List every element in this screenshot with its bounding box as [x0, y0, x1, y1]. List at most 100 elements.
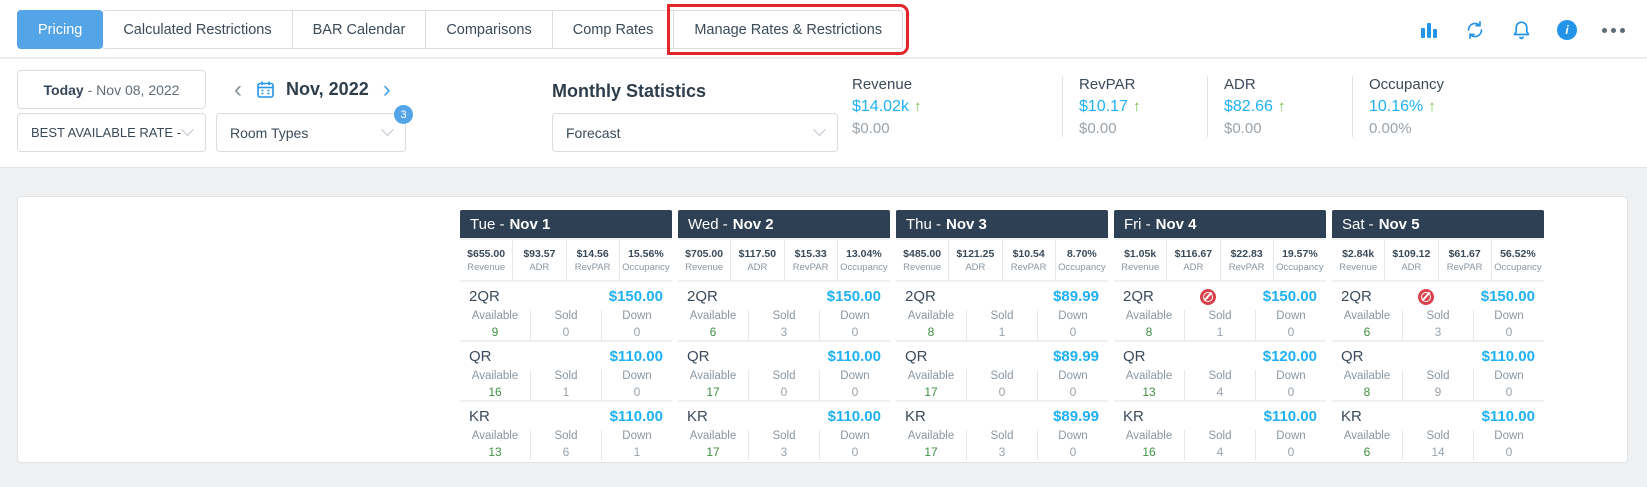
day-stat-revenue: $655.00 Revenue: [467, 247, 506, 273]
day-column: Thu - Nov 3 $485.00 Revenue $121.25 ADR …: [896, 210, 1108, 460]
room-rate[interactable]: $150.00: [608, 288, 663, 305]
room-type-code: 2QR: [905, 288, 936, 305]
down-cell: Down 0: [601, 370, 672, 400]
sold-cell: Sold 0: [530, 310, 601, 340]
tab-manage-rates-restrictions[interactable]: Manage Rates & Restrictions: [667, 4, 910, 55]
tab-comparisons[interactable]: Comparisons: [425, 10, 553, 49]
day-stat-occupancy: 8.70% Occupancy: [1054, 240, 1108, 280]
day-stats-row: $2.84k Revenue $109.12 ADR $61.67 RevPAR…: [1332, 240, 1544, 280]
stat-revpar: RevPAR $10.17 ↑ $0.00: [1062, 76, 1207, 137]
sold-cell: Sold 4: [1184, 370, 1255, 400]
trend-up-icon: ↑: [1428, 98, 1436, 115]
chevron-down-icon: [813, 123, 826, 137]
day-stats-row: $705.00 Revenue $117.50 ADR $15.33 RevPA…: [678, 240, 890, 280]
room-type-row: KR $89.99 Available 17 Sold 3 Down 0: [896, 402, 1108, 460]
room-type-row: KR $110.00 Available 16 Sold 4 Down 0: [1114, 402, 1326, 460]
day-stats-row: $655.00 Revenue $93.57 ADR $14.56 RevPAR…: [460, 240, 672, 280]
day-stat-revpar: $10.54 RevPAR: [1001, 240, 1055, 280]
calendar-icon: [256, 80, 275, 99]
room-type-row: QR $110.00 Available 16 Sold 1 Down 0: [460, 342, 672, 400]
sold-cell: Sold 1: [1184, 310, 1255, 340]
room-rate[interactable]: $110.00: [827, 408, 881, 425]
tab-pricing[interactable]: Pricing: [17, 10, 104, 49]
day-stat-revenue: $1.05k Revenue: [1121, 247, 1160, 273]
room-rate[interactable]: $110.00: [827, 348, 881, 365]
room-rate[interactable]: $110.00: [1263, 408, 1317, 425]
notifications-icon[interactable]: [1511, 19, 1532, 41]
room-rate[interactable]: $89.99: [1053, 288, 1099, 305]
stop-sell-icon[interactable]: [1418, 288, 1435, 305]
room-rate[interactable]: $150.00: [826, 288, 881, 305]
day-stat-occupancy: 13.04% Occupancy: [836, 240, 890, 280]
room-rate[interactable]: $110.00: [1481, 408, 1535, 425]
room-rate[interactable]: $110.00: [609, 408, 663, 425]
sold-cell: Sold 0: [748, 370, 819, 400]
day-stat-occupancy: 19.57% Occupancy: [1272, 240, 1326, 280]
tab-bar-calendar[interactable]: BAR Calendar: [291, 10, 427, 49]
sold-cell: Sold 3: [966, 430, 1037, 460]
trend-up-icon: ↑: [1132, 98, 1141, 115]
stop-sell-icon[interactable]: [1200, 288, 1217, 305]
room-rate[interactable]: $110.00: [1481, 348, 1535, 365]
down-cell: Down 0: [1473, 370, 1544, 400]
day-header: Sat - Nov 5: [1332, 210, 1544, 238]
available-cell: Available 13: [471, 430, 519, 459]
rate-plan-dropdown[interactable]: BEST AVAILABLE RATE -: [17, 113, 206, 152]
sold-cell: Sold 0: [966, 370, 1037, 400]
current-month-label[interactable]: Nov, 2022: [286, 79, 369, 99]
available-cell: Available 17: [689, 370, 737, 399]
prev-month-icon[interactable]: ‹: [234, 75, 242, 103]
today-button[interactable]: Today - Nov 08, 2022: [17, 70, 206, 109]
day-column: Sat - Nov 5 $2.84k Revenue $109.12 ADR $…: [1332, 210, 1544, 460]
room-rate[interactable]: $89.99: [1053, 348, 1099, 365]
day-stats-row: $485.00 Revenue $121.25 ADR $10.54 RevPA…: [896, 240, 1108, 280]
room-types-value: Room Types: [230, 124, 309, 141]
next-month-icon[interactable]: ›: [382, 75, 391, 103]
day-stat-occupancy: 15.56% Occupancy: [618, 240, 672, 280]
day-header: Fri - Nov 4: [1114, 210, 1326, 238]
room-type-row: QR $110.00 Available 17 Sold 0 Down 0: [678, 342, 890, 400]
chevron-down-icon: [181, 123, 194, 137]
room-rate[interactable]: $150.00: [1480, 288, 1535, 305]
room-type-code: 2QR: [469, 288, 500, 305]
down-cell: Down 0: [819, 430, 890, 460]
room-type-code: KR: [905, 408, 926, 425]
day-stat-adr: $116.67 ADR: [1166, 240, 1219, 280]
down-cell: Down 0: [1037, 310, 1108, 340]
bar-chart-icon[interactable]: [1419, 20, 1439, 40]
more-options-icon[interactable]: [1602, 27, 1625, 33]
day-column: Fri - Nov 4 $1.05k Revenue $116.67 ADR $…: [1114, 210, 1326, 460]
available-cell: Available 6: [689, 310, 737, 339]
down-cell: Down 0: [1473, 430, 1544, 460]
room-rate[interactable]: $150.00: [1262, 288, 1317, 305]
tab-comp-rates[interactable]: Comp Rates: [551, 10, 675, 49]
tab-calculated-restrictions[interactable]: Calculated Restrictions: [102, 10, 293, 49]
today-date: - Nov 08, 2022: [83, 81, 180, 98]
statistics-mode-dropdown[interactable]: Forecast: [552, 113, 838, 152]
statistics-mode-value: Forecast: [566, 124, 621, 141]
monthly-statistics-title: Monthly Statistics: [552, 81, 707, 101]
room-type-code: QR: [687, 348, 710, 365]
down-cell: Down 0: [1255, 430, 1326, 460]
room-rate[interactable]: $120.00: [1262, 348, 1317, 365]
room-type-row: 2QR $150.00 Available 9 Sold 0 Down 0: [460, 282, 672, 340]
room-rate[interactable]: $110.00: [609, 348, 663, 365]
available-cell: Available 17: [907, 430, 955, 459]
stat-adr: ADR $82.66 ↑ $0.00: [1207, 76, 1352, 137]
down-cell: Down 0: [1255, 310, 1326, 340]
day-stat-revpar: $14.56 RevPAR: [565, 240, 619, 280]
room-type-code: KR: [1341, 408, 1362, 425]
monthly-stats-row: Revenue $14.02k ↑ $0.00 RevPAR $10.17 ↑ $0…: [852, 76, 1592, 137]
room-type-code: KR: [687, 408, 708, 425]
room-rate[interactable]: $89.99: [1053, 408, 1099, 425]
down-cell: Down 0: [1473, 310, 1544, 340]
available-cell: Available 17: [907, 370, 955, 399]
available-cell: Available 9: [471, 310, 519, 339]
info-icon[interactable]: i: [1557, 20, 1577, 40]
room-type-code: 2QR: [687, 288, 718, 305]
sync-icon[interactable]: [1464, 19, 1486, 41]
day-stat-adr: $121.25 ADR: [948, 240, 1001, 280]
day-stats-row: $1.05k Revenue $116.67 ADR $22.83 RevPAR…: [1114, 240, 1326, 280]
room-types-dropdown[interactable]: Room Types 3: [216, 105, 413, 152]
down-cell: Down 1: [601, 430, 672, 460]
